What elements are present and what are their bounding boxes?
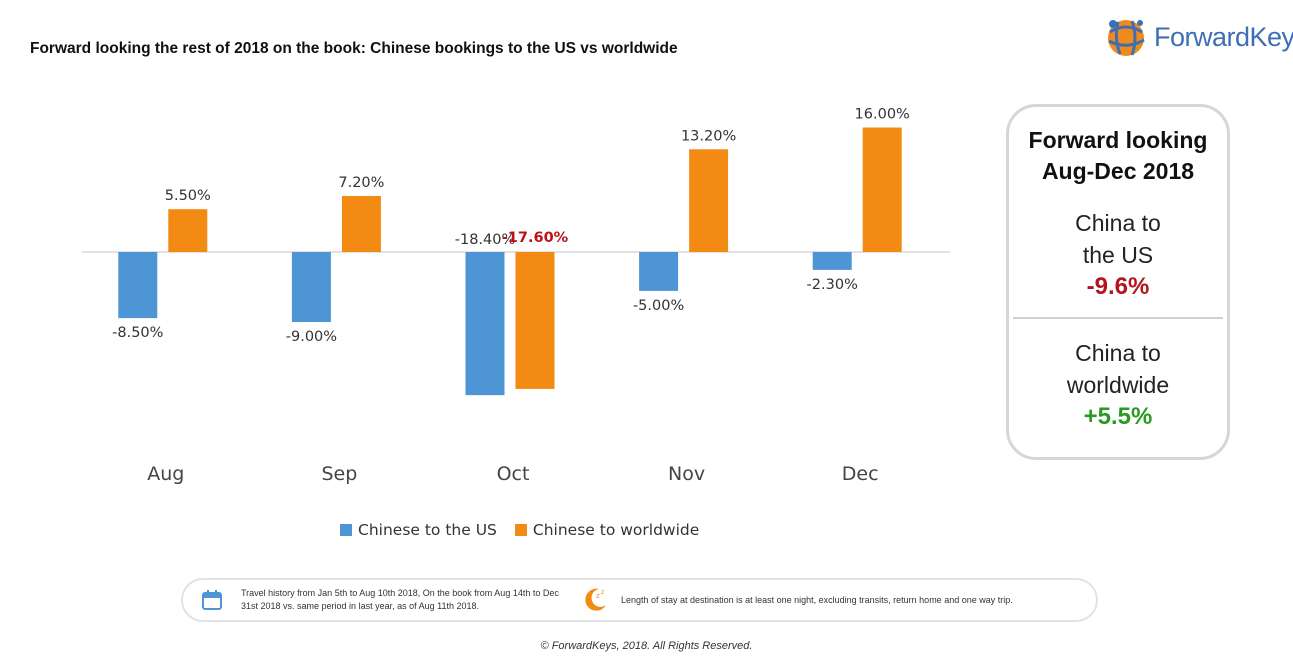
- data-label-worldwide-nov: 13.20%: [681, 128, 736, 144]
- summary-title-line2: Aug-Dec 2018: [1041, 158, 1195, 184]
- data-label-us-oct: -18.40%: [455, 232, 516, 248]
- category-label-oct: Oct: [497, 463, 530, 485]
- bar-us-nov: [639, 252, 679, 291]
- footnote-left-text: Travel history from Jan 5th to Aug 10th …: [241, 588, 559, 611]
- summary-title-line1: Forward looking: [1028, 127, 1208, 153]
- legend-item-worldwide: Chinese to worldwide: [514, 521, 700, 539]
- bar-us-dec: [812, 252, 852, 270]
- legend-swatch-us: [340, 524, 352, 536]
- chart-title: Forward looking the rest of 2018 on the …: [30, 40, 678, 57]
- category-label-sep: Sep: [321, 463, 357, 485]
- summary-us-value: -9.6%: [1086, 273, 1150, 300]
- legend-item-us: Chinese to the US: [340, 521, 497, 539]
- copyright: © ForwardKeys, 2018. All Rights Reserved…: [540, 640, 753, 652]
- bar-worldwide-dec: [862, 127, 902, 252]
- data-label-us-sep: -9.00%: [286, 329, 337, 345]
- summary-worldwide-value: +5.5%: [1083, 403, 1153, 430]
- bar-us-aug: [118, 252, 158, 319]
- summary-us-line1: China to: [1075, 210, 1161, 236]
- bar-worldwide-nov: [689, 149, 729, 252]
- data-label-worldwide-oct: -17.60%: [502, 230, 569, 246]
- data-label-us-aug: -8.50%: [112, 325, 163, 341]
- data-label-worldwide-sep: 7.20%: [338, 175, 384, 191]
- summary-box: Forward looking Aug-Dec 2018 China to th…: [1006, 104, 1230, 460]
- category-label-dec: Dec: [842, 463, 879, 485]
- bar-worldwide-sep: [341, 195, 381, 252]
- legend-label-us: Chinese to the US: [358, 521, 497, 539]
- legend-label-worldwide: Chinese to worldwide: [532, 521, 700, 539]
- bar-us-oct: [465, 252, 505, 396]
- summary-worldwide-line1: China to: [1075, 340, 1161, 366]
- legend-swatch-worldwide: [514, 524, 527, 536]
- summary-divider: [1013, 317, 1223, 319]
- data-label-worldwide-dec: 16.00%: [855, 107, 910, 123]
- data-label-worldwide-aug: 5.50%: [165, 188, 211, 204]
- bar-worldwide-aug: [168, 209, 208, 252]
- data-label-us-nov: -5.00%: [633, 298, 684, 314]
- summary-worldwide-section: China to worldwide +5.5%: [1009, 337, 1227, 433]
- svg-text:z: z: [596, 592, 600, 600]
- bar-worldwide-oct: [515, 252, 555, 389]
- bar-chart: -8.50% 5.50% Aug -9.00% 7.20% Sep -18.40%-17.6…: [82, 107, 950, 485]
- bar-us-sep: [291, 252, 331, 323]
- footnote-box: Travel history from Jan 5th to Aug 10th …: [181, 578, 1098, 622]
- category-label-nov: Nov: [668, 463, 705, 485]
- globe-logo-icon: [1108, 20, 1145, 56]
- footnote-right-text: Length of stay at destination is at leas…: [621, 595, 1013, 605]
- category-label-aug: Aug: [147, 463, 184, 485]
- forwardkeys-logo: ForwardKeys: [1104, 14, 1293, 60]
- calendar-icon: [202, 590, 222, 610]
- summary-title: Forward looking Aug-Dec 2018: [1009, 125, 1227, 187]
- chart-legend: Chinese to the US Chinese to worldwide: [340, 521, 699, 539]
- logo-text: ForwardKeys: [1154, 22, 1293, 52]
- data-label-us-dec: -2.30%: [807, 277, 858, 293]
- summary-us-section: China to the US -9.6%: [1009, 207, 1227, 303]
- summary-us-line2: the US: [1082, 242, 1154, 268]
- svg-text:z: z: [601, 589, 604, 596]
- moon-icon: z z: [585, 588, 606, 611]
- summary-worldwide-line2: worldwide: [1066, 372, 1170, 398]
